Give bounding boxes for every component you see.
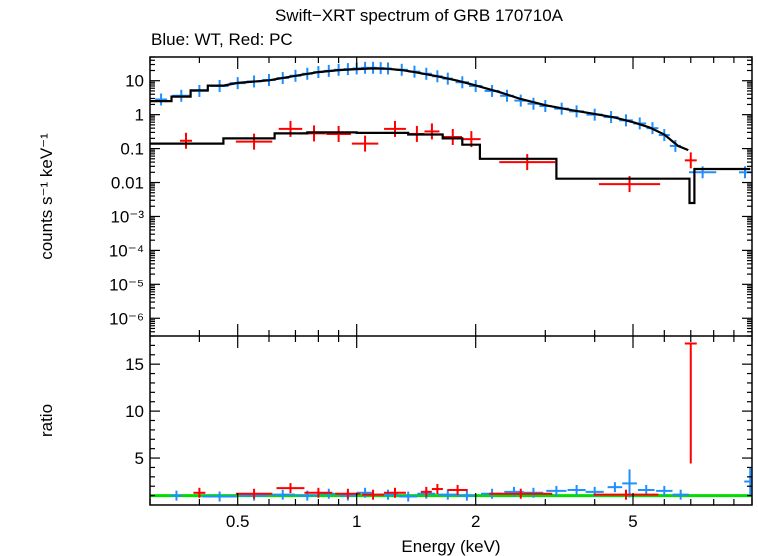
ratio-y-tick-label: 15 — [125, 355, 144, 374]
pc-point — [180, 132, 193, 149]
wt-ratio-point — [567, 484, 586, 495]
pc-ratio-point — [489, 488, 553, 499]
wt-ratio-point — [457, 490, 477, 501]
wt-ratio-point — [270, 489, 296, 500]
wt-ratio-point — [672, 489, 689, 500]
y-tick-label: 0.1 — [120, 140, 144, 159]
pc-ratio-point — [431, 484, 443, 495]
wt-ratio-point — [744, 467, 752, 496]
pc-ratio-point — [235, 488, 273, 499]
plot-frame — [149, 56, 753, 506]
wt-ratio-point — [202, 491, 237, 502]
pc-ratio-point — [593, 489, 659, 500]
y-axis-label: counts s⁻¹ keV⁻¹ — [37, 133, 56, 260]
x-axis-label: Energy (keV) — [401, 537, 500, 556]
spectrum-panel — [150, 61, 751, 205]
wt-ratio-point — [622, 469, 637, 498]
y-tick-label: 10 — [125, 72, 144, 91]
pc-ratio-point — [684, 342, 697, 464]
wt-ratio-point — [438, 489, 458, 500]
pc-ratio-point — [420, 486, 432, 497]
x-tick-label: 2 — [471, 512, 480, 531]
pc-point — [499, 154, 556, 171]
ratio-y-tick-label: 5 — [135, 449, 144, 468]
chart-title: Swift−XRT spectrum of GRB 170710A — [274, 6, 564, 25]
chart-subtitle: Blue: WT, Red: PC — [151, 30, 293, 49]
pc-point — [424, 123, 440, 140]
y-tick-label: 10⁻³ — [110, 207, 144, 226]
pc-ratio-point — [447, 484, 468, 495]
wt-ratio-point — [656, 485, 673, 496]
ratio-axis-label: ratio — [37, 404, 56, 437]
axis-text: 10 1 0.1 0.01 10⁻³ 10⁻⁴ 10⁻⁵ 10⁻⁶ 5 10 15 0.5 1 2 5 Ene… — [37, 72, 638, 556]
pc-ratio-point — [384, 487, 406, 498]
y-tick-label: 10⁻⁵ — [109, 275, 144, 294]
pc-point — [684, 152, 697, 169]
pc-ratio-point — [193, 487, 206, 498]
y-tick-label: 10⁻⁴ — [109, 241, 144, 260]
wt-point — [155, 93, 168, 106]
pc-ratio-point — [362, 489, 385, 500]
pc-ratio-point — [276, 483, 305, 494]
pc-point — [235, 133, 273, 150]
pc-point — [384, 120, 406, 137]
wt-model-line — [150, 67, 689, 152]
wt-ratio-point — [637, 484, 655, 495]
ratio-y-tick-label: 10 — [125, 402, 144, 421]
wt-ratio-point — [170, 490, 183, 501]
y-tick-label: 0.01 — [111, 174, 144, 193]
y-tick-label: 1 — [135, 106, 144, 125]
wt-ratio-point — [399, 491, 418, 502]
pc-point — [351, 135, 379, 152]
pc-ratio-point — [304, 487, 333, 498]
wt-ratio-point — [546, 485, 567, 496]
pc-point — [278, 120, 303, 137]
ratio-panel — [150, 342, 752, 502]
x-tick-label: 0.5 — [226, 512, 250, 531]
x-tick-label: 1 — [352, 512, 361, 531]
wt-ratio-point — [607, 482, 623, 493]
pc-model-line — [150, 131, 751, 205]
pc-point — [326, 125, 351, 142]
plot-border — [149, 56, 753, 506]
x-tick-label: 5 — [628, 512, 637, 531]
pc-point — [443, 128, 463, 145]
y-tick-label: 10⁻⁶ — [109, 309, 144, 328]
